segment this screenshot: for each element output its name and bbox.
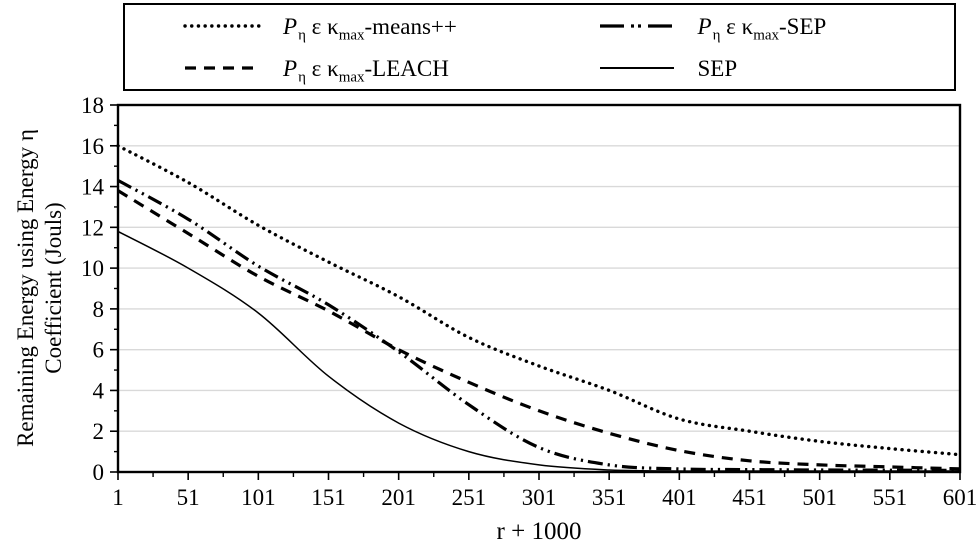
x-tick-label-1: 1 <box>112 485 124 510</box>
legend-item-pnk-sep: Pη ε κmax-SEP <box>540 5 955 47</box>
dashed-line-sample <box>185 66 259 70</box>
legend-label-sep: SEP <box>697 55 738 81</box>
x-tick-label-551: 551 <box>873 485 908 510</box>
series-line-2-dashed <box>117 189 961 471</box>
solid-line-sample <box>599 67 674 69</box>
x-tick-label-501: 501 <box>802 485 837 510</box>
series-line-0-dotted <box>116 144 962 457</box>
dash-dot-dot-line-sample <box>599 24 674 28</box>
y-tick-label-10: 10 <box>81 256 104 281</box>
x-tick-label-401: 401 <box>662 485 697 510</box>
legend-item-sep: SEP <box>540 47 955 89</box>
legend-label-pnk-sep: Pη ε κmax-SEP <box>697 13 827 44</box>
x-tick-label-301: 301 <box>522 485 557 510</box>
legend-label-pnk-means: Pη ε κmax-means++ <box>283 13 457 44</box>
y-tick-label-6: 6 <box>93 338 105 363</box>
y-tick-label-4: 4 <box>93 378 105 403</box>
x-tick-label-601: 601 <box>943 485 977 510</box>
x-tick-label-51: 51 <box>177 485 200 510</box>
y-tick-label-18: 18 <box>81 93 104 118</box>
x-tick-label-451: 451 <box>732 485 767 510</box>
y-tick-label-0: 0 <box>93 460 105 485</box>
legend-item-pnk-leach: Pη ε κmax-LEACH <box>125 47 540 89</box>
y-tick-label-2: 2 <box>93 419 105 444</box>
legend-item-pnk-means: Pη ε κmax-means++ <box>125 5 540 47</box>
x-axis-title: r + 1000 <box>496 518 582 545</box>
x-tick-label-151: 151 <box>311 485 346 510</box>
y-tick-label-16: 16 <box>81 134 104 159</box>
y-tick-label-8: 8 <box>93 297 105 322</box>
chart-legend: Pη ε κmax-means++ Pη ε κmax-SEP Pη ε κma… <box>123 3 956 91</box>
series-line-1-dashdotdot <box>117 179 961 472</box>
legend-label-pnk-leach: Pη ε κmax-LEACH <box>283 55 449 86</box>
y-tick-label-12: 12 <box>81 215 104 240</box>
dotted-line-sample <box>183 24 261 28</box>
plot-frame <box>116 103 962 474</box>
x-tick-label-251: 251 <box>452 485 487 510</box>
y-tick-label-14: 14 <box>81 175 105 200</box>
x-tick-label-351: 351 <box>592 485 627 510</box>
x-tick-label-201: 201 <box>381 485 416 510</box>
x-tick-label-101: 101 <box>241 485 276 510</box>
series-line-3-solid <box>117 230 960 472</box>
